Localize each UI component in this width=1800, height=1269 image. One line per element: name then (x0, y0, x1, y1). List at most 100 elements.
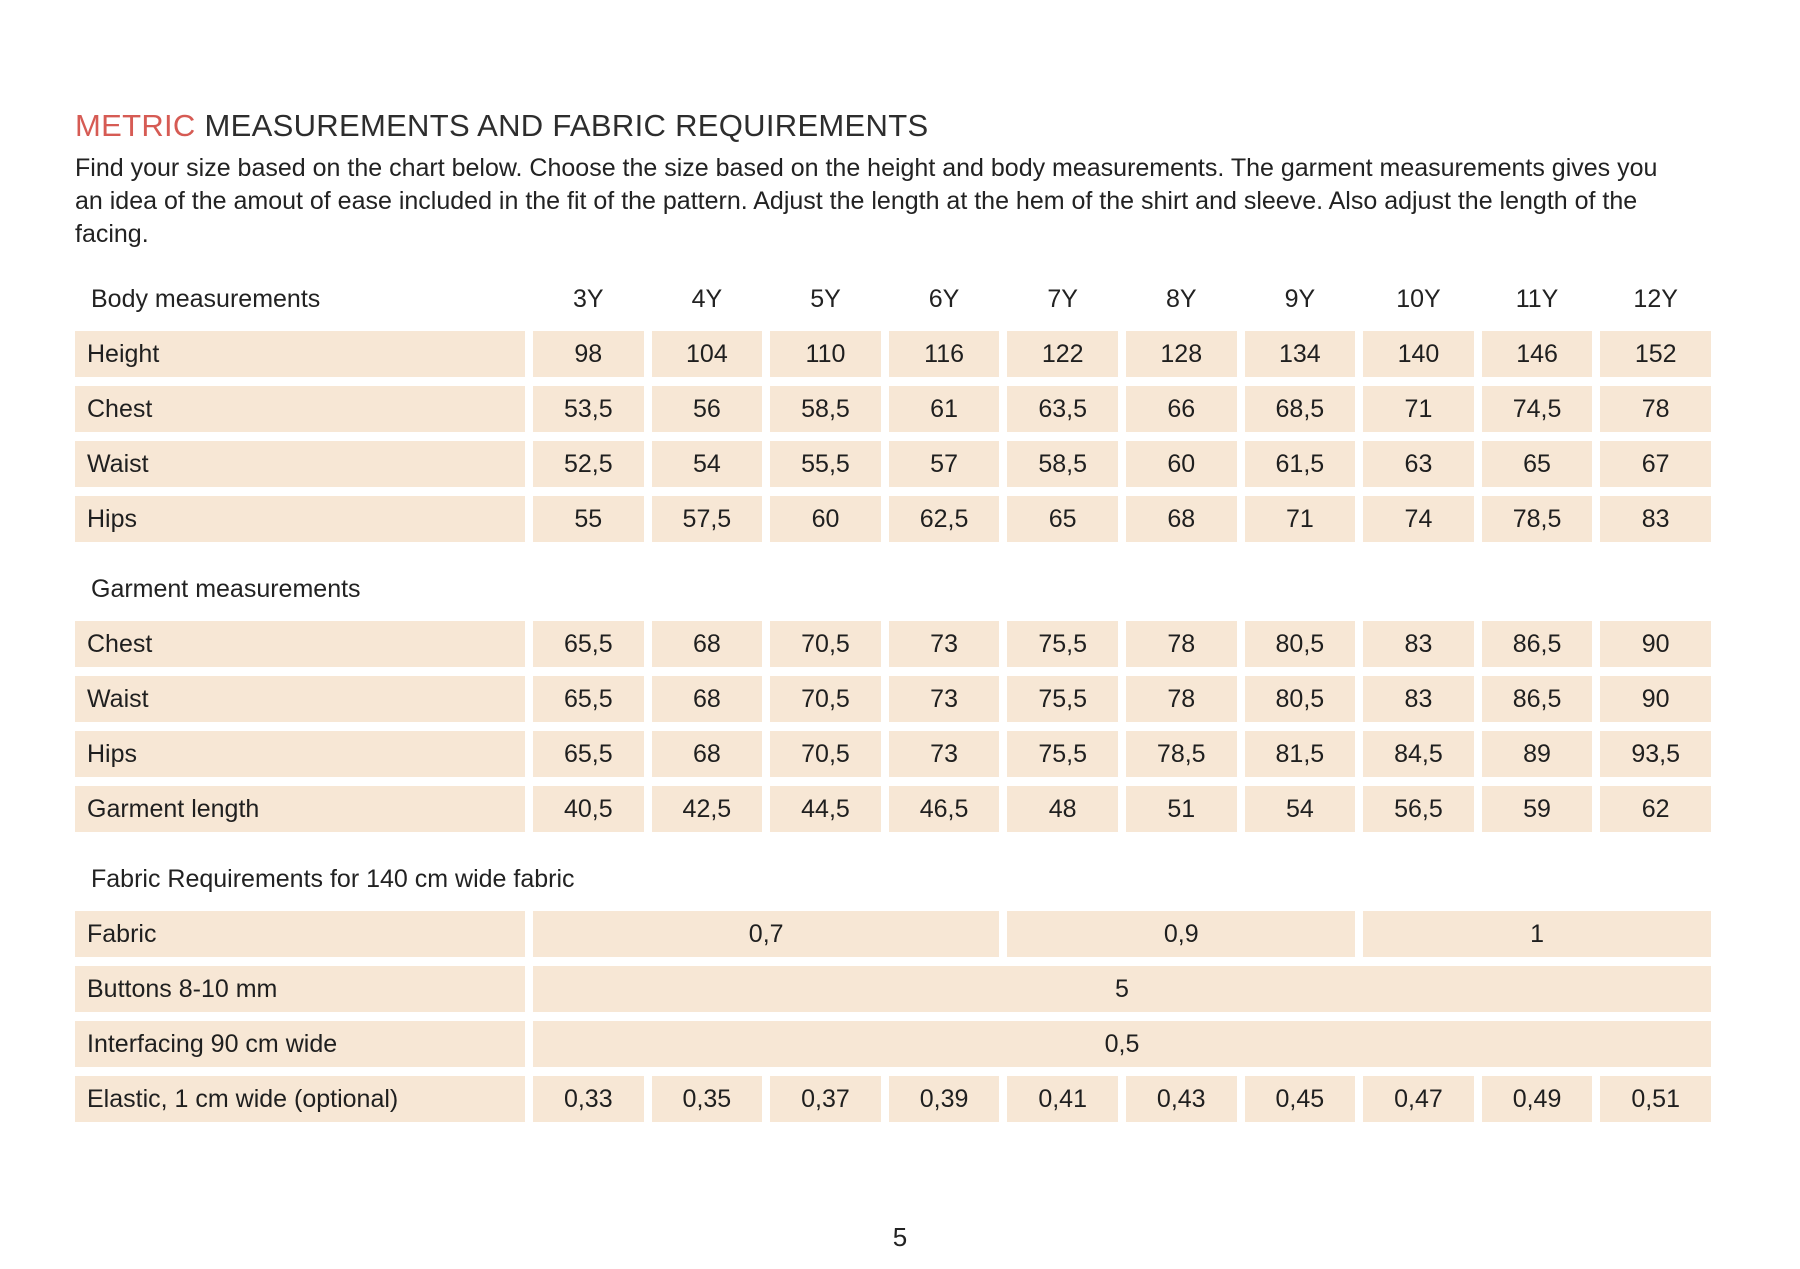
table-row: Elastic, 1 cm wide (optional) 0,33 0,35 0,3… (75, 1076, 1711, 1122)
value-cell: 71 (1363, 386, 1474, 432)
garment-section-label-row: Garment measurements (75, 551, 1711, 612)
table-row: Buttons 8-10 mm 5 (75, 966, 1711, 1012)
value-cell: 61,5 (1244, 441, 1356, 487)
value-cell: 62,5 (888, 496, 1000, 542)
page-title-rest: MEASUREMENTS AND FABRIC REQUIREMENTS (195, 108, 929, 143)
value-cell: 78,5 (1125, 731, 1237, 777)
page-title-accent: METRIC (75, 108, 196, 143)
value-cell: 5 (533, 966, 1711, 1012)
value-cell: 56,5 (1363, 786, 1474, 832)
value-cell: 0,35 (651, 1076, 763, 1122)
value-cell: 70,5 (770, 731, 881, 777)
row-label: Garment length (75, 786, 525, 832)
value-cell: 68 (1125, 496, 1237, 542)
table-row: Fabric 0,7 0,9 1 (75, 911, 1711, 957)
value-cell: 75,5 (1007, 676, 1118, 722)
value-cell: 84,5 (1363, 731, 1474, 777)
value-cell: 152 (1600, 331, 1711, 377)
value-cell: 75,5 (1007, 731, 1118, 777)
value-cell: 122 (1007, 331, 1118, 377)
row-label: Waist (75, 676, 525, 722)
value-cell: 54 (651, 441, 763, 487)
value-cell: 61 (888, 386, 1000, 432)
value-cell: 63 (1363, 441, 1474, 487)
table-row: Chest 53,5 56 58,5 61 63,5 66 68,5 71 74,5 78 (75, 386, 1711, 432)
value-cell: 0,39 (888, 1076, 1000, 1122)
value-cell: 65 (1007, 496, 1118, 542)
value-cell: 90 (1600, 676, 1711, 722)
row-label: Waist (75, 441, 525, 487)
value-cell: 48 (1007, 786, 1118, 832)
value-cell: 83 (1363, 676, 1474, 722)
table-row: Waist 65,5 68 70,5 73 75,5 78 80,5 83 86,5 90 (75, 676, 1711, 722)
value-cell: 44,5 (770, 786, 881, 832)
value-cell: 81,5 (1244, 731, 1356, 777)
value-cell: 40,5 (533, 786, 644, 832)
value-cell: 128 (1125, 331, 1237, 377)
table-row: Garment length 40,5 42,5 44,5 46,5 48 51 54 56,5… (75, 786, 1711, 832)
value-cell: 68 (651, 621, 763, 667)
value-cell: 54 (1244, 786, 1356, 832)
value-cell: 63,5 (1007, 386, 1118, 432)
value-cell: 0,41 (1007, 1076, 1118, 1122)
row-label: Buttons 8-10 mm (75, 966, 525, 1012)
value-cell: 80,5 (1244, 621, 1356, 667)
value-cell: 68 (651, 676, 763, 722)
value-cell: 42,5 (651, 786, 763, 832)
value-cell: 89 (1481, 731, 1593, 777)
value-cell: 75,5 (1007, 621, 1118, 667)
table-row: Waist 52,5 54 55,5 57 58,5 60 61,5 63 65 67 (75, 441, 1711, 487)
value-cell: 78,5 (1481, 496, 1593, 542)
value-cell: 52,5 (533, 441, 644, 487)
value-cell: 56 (651, 386, 763, 432)
value-cell: 0,49 (1481, 1076, 1593, 1122)
size-column-header: 8Y (1165, 284, 1197, 313)
value-cell: 78 (1125, 676, 1237, 722)
value-cell: 68,5 (1244, 386, 1356, 432)
size-column-header: 7Y (1047, 284, 1078, 313)
value-cell: 73 (888, 676, 1000, 722)
value-cell: 66 (1125, 386, 1237, 432)
size-column-header: 10Y (1396, 284, 1441, 313)
value-cell: 86,5 (1481, 676, 1593, 722)
value-cell: 65 (1481, 441, 1593, 487)
value-cell: 146 (1481, 331, 1593, 377)
value-cell: 0,9 (1007, 911, 1356, 957)
value-cell: 51 (1125, 786, 1237, 832)
value-cell: 83 (1600, 496, 1711, 542)
row-label: Height (75, 331, 525, 377)
table-row: Hips 65,5 68 70,5 73 75,5 78,5 81,5 84,5 89 93,5 (75, 731, 1711, 777)
row-label: Hips (75, 731, 525, 777)
value-cell: 59 (1481, 786, 1593, 832)
value-cell: 80,5 (1244, 676, 1356, 722)
row-label: Interfacing 90 cm wide (75, 1021, 525, 1067)
table-row: Height 98 104 110 116 122 128 134 140 146 152 (75, 331, 1711, 377)
row-label: Chest (75, 621, 525, 667)
value-cell: 90 (1600, 621, 1711, 667)
value-cell: 0,37 (770, 1076, 881, 1122)
value-cell: 73 (888, 731, 1000, 777)
table-row: Interfacing 90 cm wide 0,5 (75, 1021, 1711, 1067)
sizes-header-label: Body measurements (91, 284, 321, 313)
size-column-header: 6Y (928, 284, 960, 313)
size-column-header: 4Y (691, 284, 723, 313)
row-label: Chest (75, 386, 525, 432)
value-cell: 55,5 (770, 441, 881, 487)
value-cell: 65,5 (533, 731, 644, 777)
fabric-section-label-row: Fabric Requirements for 140 cm wide fabr… (75, 841, 1711, 902)
page-title: METRIC MEASUREMENTS AND FABRIC REQUIREME… (75, 108, 1715, 144)
size-column-header: 12Y (1633, 284, 1678, 313)
value-cell: 60 (1125, 441, 1237, 487)
intro-paragraph: Find your size based on the chart below.… (75, 154, 1658, 248)
size-column-header: 9Y (1284, 284, 1316, 313)
size-column-header: 5Y (810, 284, 841, 313)
value-cell: 0,47 (1363, 1076, 1474, 1122)
size-column-header: 3Y (573, 284, 604, 313)
value-cell: 110 (770, 331, 881, 377)
table-row: Chest 65,5 68 70,5 73 75,5 78 80,5 83 86,5 90 (75, 621, 1711, 667)
value-cell: 74 (1363, 496, 1474, 542)
row-label: Hips (75, 496, 525, 542)
value-cell: 57 (888, 441, 1000, 487)
value-cell: 1 (1363, 911, 1711, 957)
page-number: 5 (892, 1222, 908, 1252)
